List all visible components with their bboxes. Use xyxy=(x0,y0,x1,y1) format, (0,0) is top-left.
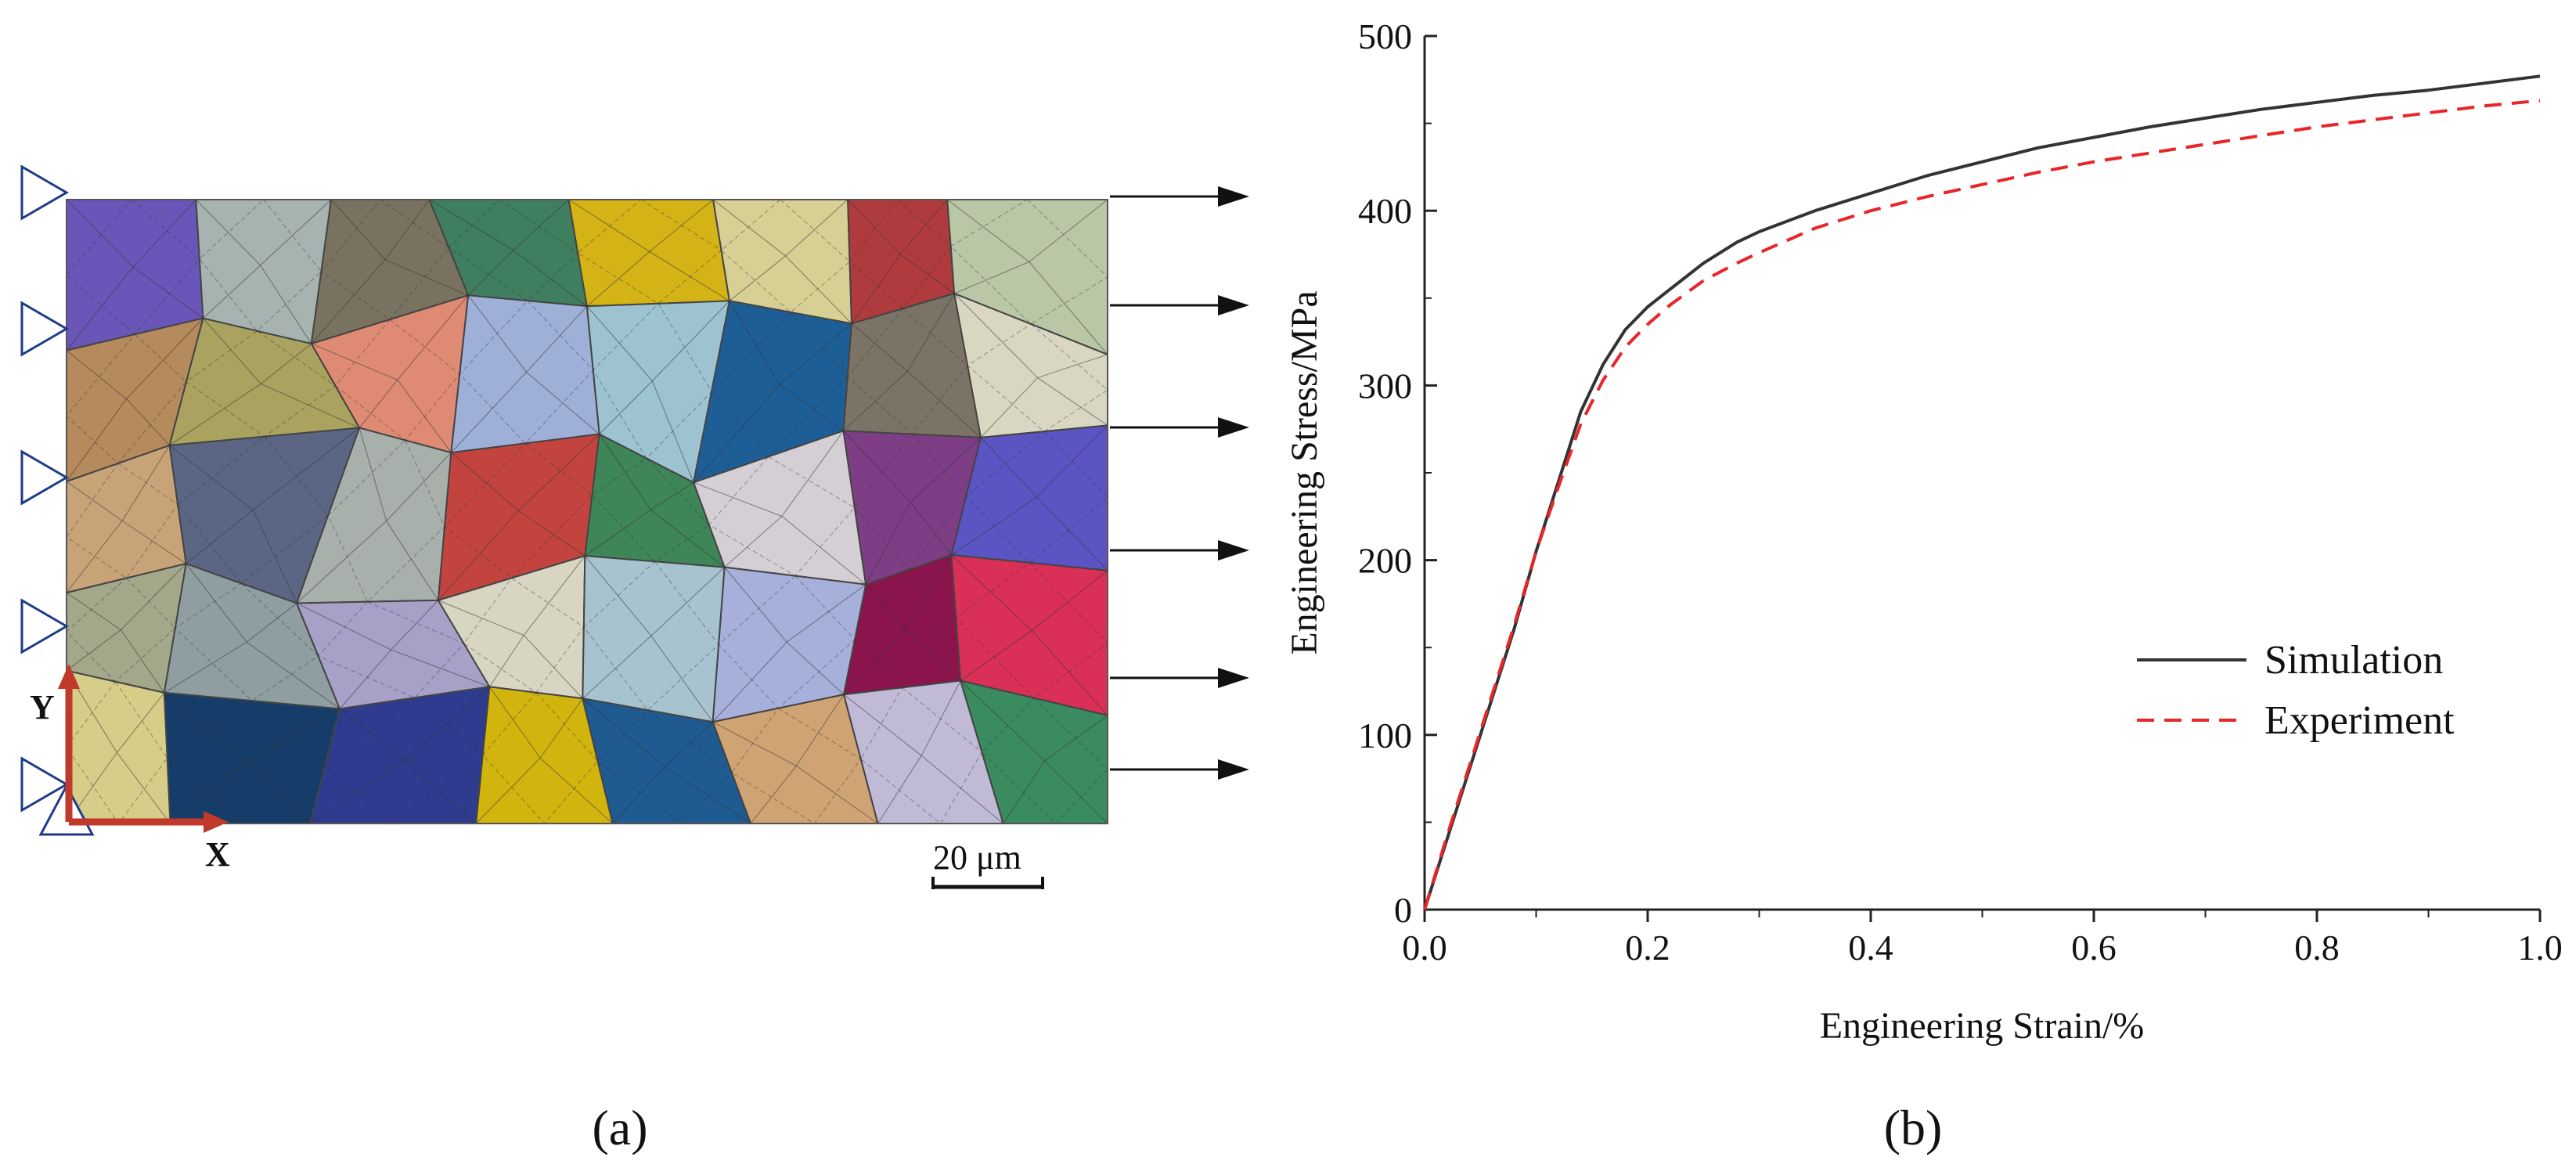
x-axis-label: Engineering Strain/% xyxy=(1820,1005,2145,1047)
series-experiment xyxy=(1423,99,2541,910)
grain xyxy=(66,669,171,824)
legend: Simulation Experiment xyxy=(2137,638,2455,743)
grain xyxy=(163,691,341,824)
y-tick-label: 200 xyxy=(1358,541,1412,581)
y-axis-label: Engineering Stress/MPa xyxy=(1284,290,1325,654)
legend-label-experiment: Experiment xyxy=(2264,698,2455,743)
legend-label-simulation: Simulation xyxy=(2264,638,2443,683)
y-ticks: 0 100 200 300 400 500 xyxy=(1358,16,1437,930)
x-tick-label: 0.2 xyxy=(1625,928,1670,968)
x-tick-label: 0.8 xyxy=(2294,928,2340,968)
y-tick-label: 400 xyxy=(1358,191,1412,231)
series-simulation xyxy=(1423,74,2541,910)
chart-axes xyxy=(1423,36,2540,911)
coordinate-axes xyxy=(58,664,229,833)
x-tick-label: 0.4 xyxy=(1848,928,1893,968)
y-tick-label: 100 xyxy=(1358,715,1412,755)
x-ticks: 0.0 0.2 0.4 0.6 0.8 1.0 xyxy=(1402,910,2563,968)
support-triangle xyxy=(20,301,69,357)
x-tick-label: 0.6 xyxy=(2071,928,2117,968)
panel-a-mesh: Y X 20 μm (a) xyxy=(20,164,1249,1155)
boundary-supports xyxy=(20,164,95,836)
support-triangle xyxy=(20,598,69,654)
grain-mesh xyxy=(66,199,1108,824)
mesh-triangulation xyxy=(66,199,1108,824)
y-tick-label: 0 xyxy=(1394,890,1412,930)
scale-bar-label: 20 μm xyxy=(933,838,1021,877)
axis-x-label: X xyxy=(205,835,230,874)
support-triangle xyxy=(20,449,69,506)
grain xyxy=(567,199,731,308)
panel-b-chart: 0 100 200 300 400 500 0.0 0.2 0.4 0.6 0.8 1.0 Engi… xyxy=(1284,16,2563,1155)
scale-bar xyxy=(931,877,1044,889)
panel-b-label: (b) xyxy=(1884,1100,1943,1155)
mesh-border xyxy=(66,199,1108,824)
y-tick-label: 500 xyxy=(1358,16,1412,56)
support-triangle xyxy=(20,756,69,813)
axis-y-label: Y xyxy=(30,688,55,726)
support-triangle xyxy=(20,164,69,221)
x-tick-label: 1.0 xyxy=(2517,928,2563,968)
series-lines xyxy=(1423,74,2541,910)
panel-a-label: (a) xyxy=(592,1100,647,1155)
x-tick-label: 0.0 xyxy=(1402,928,1447,968)
y-tick-label: 300 xyxy=(1358,366,1412,405)
load-arrows xyxy=(1110,186,1249,780)
